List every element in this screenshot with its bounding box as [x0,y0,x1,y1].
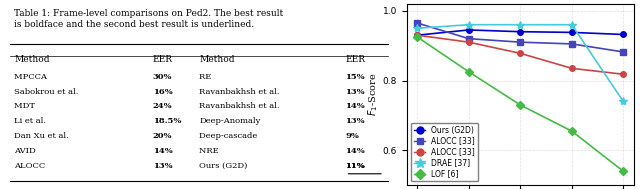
Text: [34]: [34] [487,147,504,155]
Text: RE: RE [199,73,214,81]
Text: 11%: 11% [346,162,365,170]
ALOCC [33] [516,52,524,54]
Text: Li et al.: Li et al. [14,117,49,125]
LOF [6] [568,130,575,132]
Text: 13%: 13% [153,162,172,170]
Text: 16%: 16% [153,88,173,96]
Ours (G2D) [413,34,421,36]
DRAE [37] [465,24,472,26]
Line: ALOCC [33]: ALOCC [33] [415,32,626,77]
Text: EER: EER [153,55,173,64]
DRAE [37] [413,27,421,29]
Y-axis label: $F_1$-Score: $F_1$-Score [366,73,380,116]
Text: MDT: MDT [14,102,40,111]
Text: 30%: 30% [153,73,172,81]
LOF [6] [516,104,524,106]
Text: 24%: 24% [153,102,172,111]
ALOCC [33] [413,22,421,24]
DRAE [37] [568,24,575,26]
LOF [6] [465,71,472,73]
Text: 11%: 11% [346,162,365,170]
Ours (G2D) [516,31,524,33]
Text: [18]: [18] [605,102,622,111]
Text: 14%: 14% [346,147,365,155]
Text: [27]: [27] [554,73,571,81]
LOF [6] [620,170,627,172]
Text: Dan Xu et al.: Dan Xu et al. [14,132,74,140]
DRAE [37] [620,100,627,103]
Ours (G2D) [465,29,472,31]
ALOCC [33] [516,41,524,43]
Text: Ravanbakhsh et al.: Ravanbakhsh et al. [199,102,282,111]
ALOCC [33] [620,51,627,53]
Line: LOF [6]: LOF [6] [415,34,626,174]
Ours (G2D) [620,33,627,36]
Text: 15%: 15% [346,73,365,81]
Text: AVID: AVID [14,147,36,155]
Text: ALOCC: ALOCC [14,162,48,170]
Text: 18.5%: 18.5% [153,117,181,125]
Legend: Ours (G2D), ALOCC [33], ALOCC [33], DRAE [37], LOF [6]: Ours (G2D), ALOCC [33], ALOCC [33], DRAE… [411,123,478,181]
Text: 13%: 13% [346,88,365,96]
Line: Ours (G2D): Ours (G2D) [415,27,626,38]
Text: Method: Method [14,55,50,64]
Ours (G2D) [568,31,575,33]
DRAE [37] [516,24,524,26]
ALOCC [33] [568,67,575,70]
ALOCC [33] [413,34,421,36]
Text: EER: EER [346,55,365,64]
Text: Deep-cascade: Deep-cascade [199,132,260,140]
Text: Deep-Anomaly: Deep-Anomaly [199,117,260,125]
ALOCC [33] [465,38,472,40]
Text: 14%: 14% [153,147,173,155]
ALOCC [33] [568,43,575,45]
Text: Method: Method [199,55,234,64]
ALOCC [33] [465,41,472,43]
Text: 14%: 14% [346,102,365,111]
Text: 9%: 9% [346,132,359,140]
Text: 13%: 13% [346,117,365,125]
Text: Table 1: Frame-level comparisons on Ped2. The best result
is boldface and the se: Table 1: Frame-level comparisons on Ped2… [14,9,284,29]
Line: DRAE [37]: DRAE [37] [413,21,627,106]
Line: ALOCC [33]: ALOCC [33] [415,20,626,55]
Text: Ours (G2D): Ours (G2D) [199,162,248,170]
Text: 20%: 20% [153,132,172,140]
ALOCC [33] [620,73,627,75]
Text: NRE: NRE [199,147,224,155]
Text: Sabokrou et al.: Sabokrou et al. [14,88,79,96]
LOF [6] [413,36,421,38]
Text: Ravanbakhsh et al.: Ravanbakhsh et al. [199,88,282,96]
Text: MPCCA: MPCCA [14,73,50,81]
